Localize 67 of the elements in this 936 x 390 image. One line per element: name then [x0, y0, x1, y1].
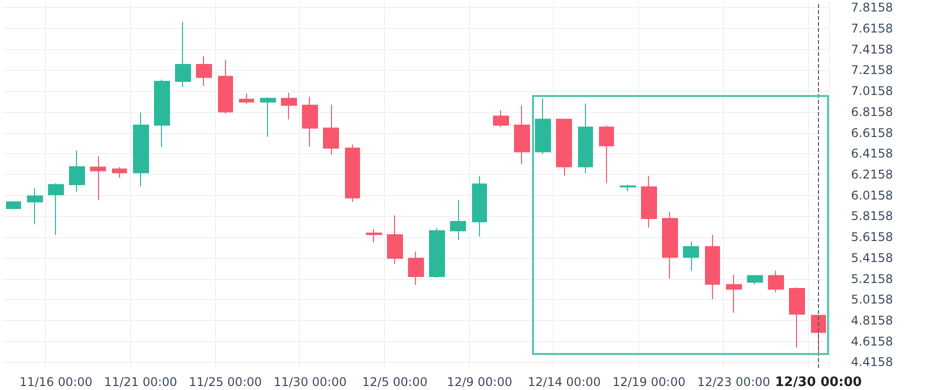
x-tick-label: 12/9 00:00	[446, 375, 512, 389]
candlestick	[69, 150, 85, 192]
candlestick	[493, 110, 509, 128]
y-tick-label: 7.8158	[851, 0, 893, 15]
y-tick-label: 5.8158	[851, 209, 893, 224]
candlestick	[514, 105, 530, 165]
y-tick-label: 6.6158	[851, 126, 893, 140]
candlestick	[472, 176, 487, 237]
candlestick	[323, 104, 339, 156]
y-tick-label: 5.0158	[851, 292, 893, 307]
x-tick-label: 11/16 00:00	[19, 375, 92, 389]
candlestick	[408, 251, 424, 286]
y-tick-label: 6.4158	[851, 146, 893, 161]
candlestick	[48, 182, 64, 236]
x-tick-label: 12/19 00:00	[612, 375, 686, 389]
y-tick-label: 5.2158	[851, 272, 893, 286]
x-tick-label: 12/5 00:00	[362, 375, 428, 389]
candlestick	[366, 228, 382, 243]
y-tick-label: 5.4158	[851, 250, 893, 265]
y-tick-label: 6.2158	[851, 167, 893, 182]
y-tick-label: 7.2158	[851, 63, 893, 78]
candlestick	[789, 287, 805, 348]
candlestick	[556, 118, 572, 176]
candlestick	[260, 96, 276, 138]
y-tick-label: 7.6158	[851, 22, 893, 36]
x-tick-label: 12/14 00:00	[528, 375, 601, 389]
candlestick	[620, 184, 636, 192]
y-tick-label: 4.4158	[851, 355, 893, 370]
x-tick-label: 12/30 00:00	[774, 375, 862, 390]
candlestick	[662, 211, 678, 280]
candlestick	[811, 314, 826, 354]
candlestick	[726, 274, 742, 314]
candlestick	[133, 112, 149, 187]
x-tick-label: 11/25 00:00	[188, 375, 262, 389]
candlestick	[345, 144, 360, 202]
candlestick	[302, 96, 318, 148]
y-tick-label: 6.8158	[851, 104, 893, 119]
candlestick	[387, 214, 403, 264]
x-tick-label: 12/23 00:00	[697, 375, 770, 389]
candlestick	[747, 275, 763, 285]
candlestick	[641, 176, 657, 228]
y-tick-label: 7.0158	[851, 84, 893, 98]
y-tick-label: 4.6158	[851, 334, 893, 348]
y-tick-label: 7.4158	[851, 42, 893, 56]
y-tick-label: 4.8158	[851, 313, 893, 328]
candlestick	[90, 156, 106, 201]
candlestick	[578, 103, 593, 174]
candlestick	[683, 240, 699, 272]
candlestick	[175, 21, 191, 88]
x-tick-label: 11/21 00:00	[104, 375, 178, 389]
candlestick	[218, 59, 233, 114]
candlestick	[239, 92, 254, 104]
candlestick	[768, 270, 784, 293]
candlestick	[154, 79, 170, 148]
candlestick	[450, 200, 466, 241]
candlestick	[196, 56, 212, 87]
candlestick	[281, 92, 297, 120]
candlestick	[27, 188, 43, 225]
x-tick-label: 11/30 00:00	[274, 375, 347, 389]
y-tick-label: 5.6158	[851, 230, 893, 244]
candlestick	[705, 234, 720, 300]
y-tick-label: 6.0158	[851, 188, 893, 202]
candlestick	[535, 98, 551, 155]
candlestick	[599, 124, 614, 184]
candlestick	[6, 201, 21, 209]
candlestick	[112, 166, 127, 178]
candlestick	[429, 228, 445, 278]
